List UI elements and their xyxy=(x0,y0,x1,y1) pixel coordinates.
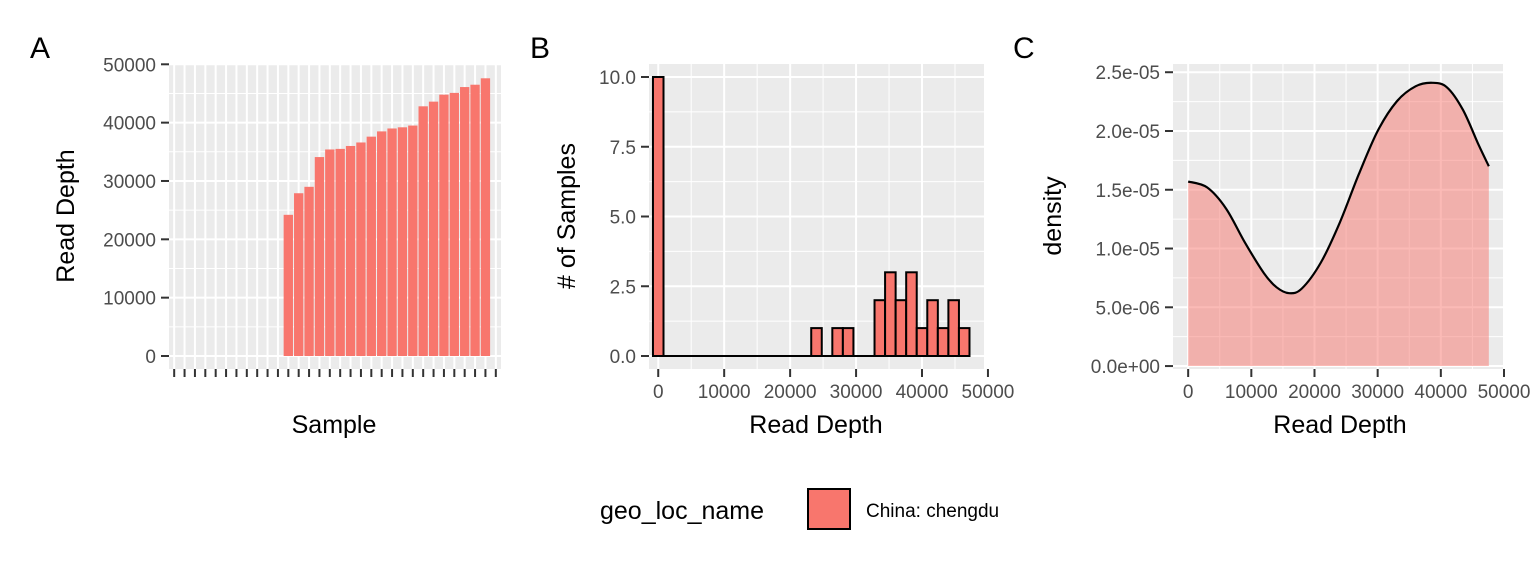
panel-c-y-tick-label: 1.5e-05 xyxy=(1096,181,1160,202)
panel-letter-a: A xyxy=(30,32,50,65)
panel-a-bar xyxy=(283,214,293,356)
panel-b-histogram-bar xyxy=(831,327,844,358)
panel-letter-b: B xyxy=(530,32,550,65)
panel-a-y-axis-title: Read Depth xyxy=(52,149,80,282)
panel-b-histogram-bar xyxy=(841,327,855,358)
panel-b-x-tick-label: 0 xyxy=(653,382,664,403)
legend-label: China: chengdu xyxy=(866,501,999,522)
panel-b-x-tick-label: 10000 xyxy=(698,382,751,403)
panel-b-bars xyxy=(651,76,971,358)
panel-b-x-tick-label: 40000 xyxy=(896,382,949,403)
panel-b-y-tick-label: 5.0 xyxy=(610,208,636,229)
panel-b-histogram-bar xyxy=(957,327,971,358)
panel-b-x-tick-label: 20000 xyxy=(764,382,817,403)
panel-c-x-tick-label: 10000 xyxy=(1225,382,1278,403)
panel-b: B 0.0 2.5 5.0 7.5 10.0 0 10000 20000 30000 40000… xyxy=(530,32,1014,439)
panel-a-y-tick-label: 10000 xyxy=(103,289,156,310)
panel-b-x-tick-label: 30000 xyxy=(830,382,883,403)
panel-b-histogram-bar xyxy=(905,271,918,357)
panel-b-x-axis: 0 10000 20000 30000 40000 50000 xyxy=(653,369,1014,403)
panel-a-bar xyxy=(387,128,397,356)
panel-b-histogram-bar xyxy=(915,327,929,358)
panel-letter-c: C xyxy=(1013,32,1035,65)
panel-b-histogram-bar xyxy=(947,299,960,358)
panel-a-x-axis-title: Sample xyxy=(292,411,377,439)
panel-a-bars xyxy=(283,78,491,357)
panel-a-bar xyxy=(397,127,408,357)
panel-a-bar xyxy=(325,149,335,356)
panel-a-bar xyxy=(314,157,325,356)
panel-a-bar xyxy=(366,136,376,356)
panel-a-bar xyxy=(460,87,470,356)
panel-b-x-tick-label: 50000 xyxy=(962,382,1015,403)
panel-a-y-tick-label: 20000 xyxy=(103,230,156,251)
panel-b-histogram-bar xyxy=(894,299,908,358)
panel-b-histogram-bar xyxy=(926,299,939,358)
panel-c-y-tick-label: 1.0e-05 xyxy=(1096,240,1160,261)
panel-c-x-tick-label: 0 xyxy=(1183,382,1194,403)
panel-c-y-tick-label: 0.0e+00 xyxy=(1091,357,1160,378)
legend-key xyxy=(807,488,851,530)
panel-b-x-axis-title: Read Depth xyxy=(749,411,882,439)
panel-c-x-axis-title: Read Depth xyxy=(1273,411,1406,439)
panel-c-x-tick-label: 40000 xyxy=(1414,382,1467,403)
legend-title: geo_loc_name xyxy=(600,497,764,525)
panel-b-histogram-bar xyxy=(873,299,887,358)
panel-c-x-tick-label: 50000 xyxy=(1478,382,1531,403)
panel-c: C 0.0e+00 5.0e-06 1.0e-05 1.5e-05 2.0e-05 2.5… xyxy=(1013,32,1530,439)
panel-a-bar xyxy=(294,193,304,356)
panel-c-density-curve xyxy=(1187,81,1490,295)
panel-a-y-tick-label: 0 xyxy=(145,347,156,368)
panel-a-bar xyxy=(480,78,491,356)
panel-b-histogram-bar xyxy=(884,271,897,357)
panel-a-bar xyxy=(408,125,418,356)
panel-b-y-tick-label: 10.0 xyxy=(599,68,636,89)
panel-a-y-tick-label: 30000 xyxy=(103,172,156,193)
panel-a-bar xyxy=(377,131,387,356)
panel-c-density-area xyxy=(1188,82,1489,367)
panel-a: A 0 10000 20000 30000 40000 50000 Sample Read… xyxy=(30,32,501,439)
panel-a-bar xyxy=(356,142,366,356)
panel-b-y-tick-label: 2.5 xyxy=(610,277,636,298)
panel-a-bar xyxy=(304,186,314,356)
panel-b-y-axis: 0.0 2.5 5.0 7.5 10.0 xyxy=(599,68,649,368)
panel-c-density xyxy=(1187,81,1490,367)
panel-a-bar xyxy=(449,92,459,356)
panel-a-bar xyxy=(335,148,345,356)
legend: geo_loc_name China: chengdu xyxy=(600,488,999,530)
panel-b-histogram-bar xyxy=(651,76,665,357)
panel-b-histogram-bar xyxy=(936,327,950,358)
panel-a-bar xyxy=(439,94,449,356)
panel-c-y-tick-label: 2.5e-05 xyxy=(1096,63,1160,84)
panel-c-y-tick-label: 2.0e-05 xyxy=(1096,122,1160,143)
panel-c-y-axis-title: density xyxy=(1039,176,1067,256)
panel-b-y-tick-label: 0.0 xyxy=(610,347,636,368)
panel-c-y-axis: 0.0e+00 5.0e-06 1.0e-05 1.5e-05 2.0e-05 2.5e-… xyxy=(1091,63,1173,378)
panel-b-histogram-bar xyxy=(810,327,823,358)
panel-c-x-tick-label: 30000 xyxy=(1351,382,1404,403)
panel-c-y-tick-label: 5.0e-06 xyxy=(1096,298,1160,319)
panel-b-y-axis-title: # of Samples xyxy=(553,143,581,289)
panel-c-x-tick-label: 20000 xyxy=(1288,382,1341,403)
panel-a-x-axis xyxy=(173,369,497,377)
panel-a-bar xyxy=(345,145,356,356)
panel-a-bar xyxy=(428,101,439,356)
panel-c-x-axis: 0 10000 20000 30000 40000 50000 xyxy=(1183,369,1531,403)
panel-a-bar xyxy=(418,106,428,356)
panel-a-bar xyxy=(470,84,480,357)
panel-a-y-axis: 0 10000 20000 30000 40000 50000 xyxy=(103,55,169,368)
panel-b-y-tick-label: 7.5 xyxy=(610,138,636,159)
panel-a-y-tick-label: 50000 xyxy=(103,55,156,76)
panel-a-y-tick-label: 40000 xyxy=(103,114,156,135)
